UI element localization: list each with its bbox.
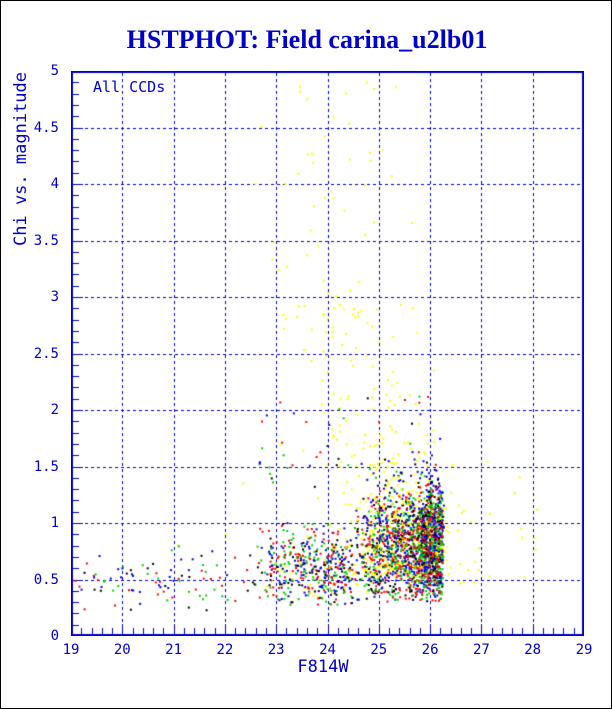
plot-area — [71, 71, 584, 636]
chart-title: HSTPHOT: Field carina_u2lb01 — [126, 25, 488, 54]
y-tick-label: 4.5 — [33, 119, 59, 136]
y-tick-label: 2.5 — [33, 345, 59, 362]
x-axis-label: F814W — [297, 657, 349, 677]
x-tick-label: 26 — [421, 642, 439, 658]
y-tick-label: 3 — [50, 289, 59, 305]
x-tick-label: 28 — [524, 642, 542, 658]
y-tick-label: 2 — [50, 402, 59, 418]
x-tick-label: 22 — [216, 642, 234, 658]
x-tick-label: 25 — [370, 642, 388, 658]
x-tick-label: 20 — [113, 642, 131, 658]
y-tick-label: 1 — [50, 515, 59, 531]
x-tick-label: 24 — [319, 642, 336, 658]
y-tick-label: 1.5 — [33, 458, 59, 475]
y-tick-label: 3.5 — [33, 232, 59, 249]
x-tick-label: 23 — [267, 642, 285, 658]
y-tick-label: 4 — [50, 176, 59, 192]
y-tick-label: 0 — [50, 628, 59, 644]
y-tick-label: 0.5 — [33, 571, 59, 588]
x-tick-label: 27 — [472, 642, 490, 658]
x-tick-label: 19 — [62, 642, 80, 658]
x-tick-label: 21 — [165, 642, 183, 658]
x-tick-label: 29 — [575, 642, 593, 658]
scatter-canvas — [71, 71, 584, 636]
ccd-annotation: All CCDs — [93, 78, 166, 96]
y-axis-label: Chi vs. magnitude — [11, 72, 31, 246]
y-tick-label: 5 — [50, 63, 59, 79]
